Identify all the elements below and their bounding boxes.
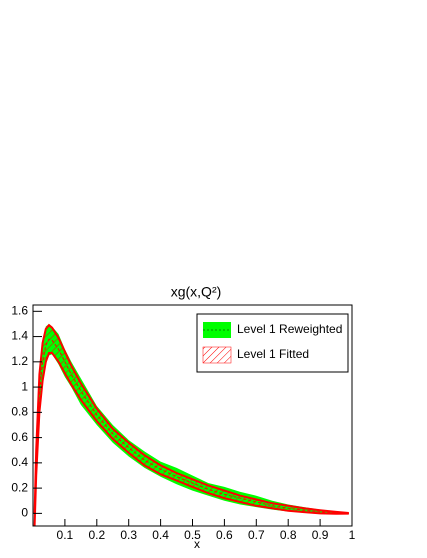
- legend-label: Level 1 Fitted: [237, 347, 309, 361]
- chart-title: xg(x,Q²): [171, 284, 222, 300]
- y-tick-label: 0.6: [11, 430, 28, 444]
- x-tick-label: 0.8: [280, 528, 297, 542]
- legend-label: Level 1 Reweighted: [237, 322, 342, 336]
- y-tick-label: 0.4: [11, 455, 28, 469]
- x-tick-label: 0.3: [120, 528, 137, 542]
- y-tick-label: 0: [21, 506, 28, 520]
- x-tick-label: 0.9: [312, 528, 329, 542]
- x-tick-label: 1: [349, 528, 356, 542]
- y-tick-label: 1.2: [11, 354, 28, 368]
- x-tick-label: 0.5: [184, 528, 201, 542]
- x-tick-label: 0.2: [88, 528, 105, 542]
- x-tick-label: 0.1: [57, 528, 74, 542]
- y-tick-label: 0.2: [11, 480, 28, 494]
- x-tick-label: 0.4: [152, 528, 169, 542]
- x-axis-label: x: [194, 537, 200, 551]
- y-tick-label: 1.4: [11, 329, 28, 343]
- x-tick-label: 0.6: [216, 528, 233, 542]
- legend-swatch: [202, 346, 232, 364]
- band-upper: [33, 323, 349, 514]
- central-line: [34, 338, 349, 520]
- y-tick-label: 0.8: [11, 405, 28, 419]
- y-tick-label: 1: [21, 379, 28, 393]
- x-tick-label: 0.7: [248, 528, 265, 542]
- y-tick-label: 1.6: [11, 303, 28, 317]
- band-lower: [33, 352, 349, 527]
